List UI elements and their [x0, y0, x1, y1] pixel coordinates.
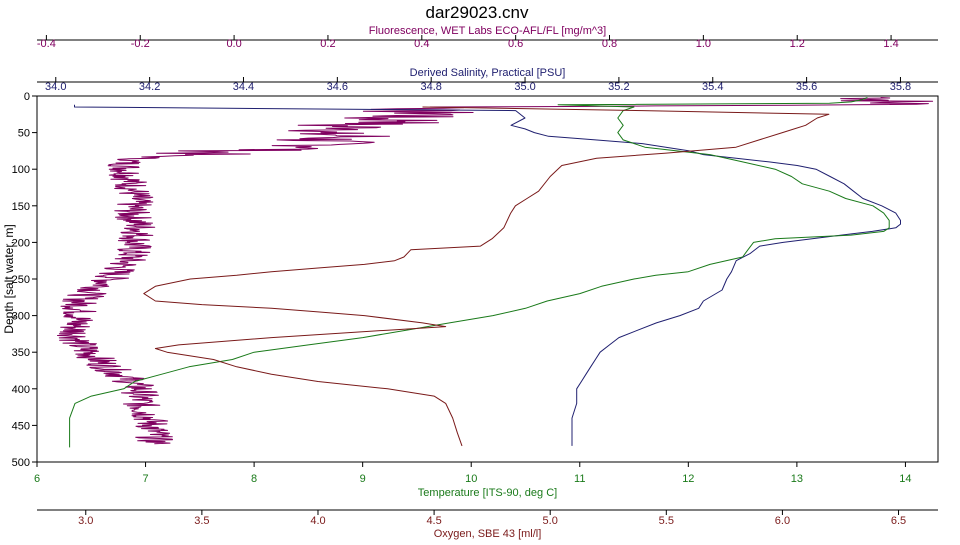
- y-tick-label-5: 250: [12, 274, 30, 286]
- salinity-tick-label-6: 35.2: [608, 81, 629, 93]
- oxygen-tick-label-4: 5.0: [543, 515, 558, 527]
- fluorescence-tick-label-3: 0.2: [320, 38, 335, 50]
- y-axis-label: Depth [salt water, m]: [2, 224, 16, 333]
- salinity-tick-label-2: 34.4: [233, 81, 254, 93]
- salinity-axis-label: Derived Salinity, Practical [PSU]: [410, 67, 566, 79]
- y-tick-label-10: 500: [12, 457, 30, 469]
- temperature-tick-label-3: 9: [360, 473, 366, 485]
- temperature-tick-label-6: 12: [682, 473, 694, 485]
- salinity-tick-label-0: 34.0: [45, 81, 66, 93]
- fluorescence-tick-label-2: 0.0: [226, 38, 241, 50]
- fluorescence-tick-label-9: 1.4: [883, 38, 898, 50]
- fluorescence-axis-label: Fluorescence, WET Labs ECO-AFL/FL [mg/m^…: [369, 25, 606, 37]
- salinity-tick-label-4: 34.8: [420, 81, 441, 93]
- y-tick-label-2: 100: [12, 164, 30, 176]
- y-tick-label-3: 150: [12, 201, 30, 213]
- plot-area: [36, 95, 939, 463]
- oxygen-axis-label: Oxygen, SBE 43 [ml/l]: [434, 528, 542, 540]
- oxygen-tick-label-1: 3.5: [194, 515, 209, 527]
- salinity-tick-label-1: 34.2: [139, 81, 160, 93]
- temperature-tick-label-5: 11: [574, 473, 585, 485]
- temperature-tick-label-7: 13: [791, 473, 803, 485]
- chart-title: dar29023.cnv: [425, 3, 529, 22]
- temperature-tick-label-4: 10: [465, 473, 477, 485]
- oxygen-tick-label-0: 3.0: [78, 515, 93, 527]
- axes-layer: 0 50 100 150 200 250 300 350 400 450 500 Depth [sal…: [2, 25, 938, 540]
- salinity-tick-label-5: 35.0: [514, 81, 535, 93]
- fluorescence-tick-label-7: 1.0: [696, 38, 711, 50]
- temperature-series-line: [69, 97, 890, 448]
- y-tick-label-9: 450: [12, 420, 30, 432]
- y-tick-label-4: 200: [12, 237, 30, 249]
- temperature-tick-label-0: 6: [34, 473, 40, 485]
- salinity-tick-label-9: 35.8: [890, 81, 911, 93]
- temperature-tick-label-8: 14: [899, 473, 911, 485]
- oxygen-tick-label-7: 6.5: [891, 515, 906, 527]
- y-tick-label-6: 300: [12, 311, 30, 323]
- series-layer: [57, 97, 934, 448]
- oxygen-tick-label-3: 4.5: [426, 515, 441, 527]
- y-tick-label-8: 400: [12, 384, 30, 396]
- salinity-tick-label-3: 34.6: [327, 81, 348, 93]
- fluorescence-tick-label-5: 0.6: [508, 38, 523, 50]
- temperature-tick-label-2: 8: [251, 473, 257, 485]
- temperature-tick-label-1: 7: [142, 473, 148, 485]
- oxygen-series-line: [143, 106, 830, 447]
- temperature-axis-label: Temperature [ITS-90, deg C]: [418, 487, 557, 499]
- fluorescence-tick-label-4: 0.4: [414, 38, 429, 50]
- y-tick-label-0: 0: [24, 91, 30, 103]
- fluorescence-tick-label-6: 0.8: [602, 38, 617, 50]
- oxygen-tick-label-2: 4.0: [310, 515, 325, 527]
- salinity-tick-label-7: 35.4: [702, 81, 723, 93]
- salinity-tick-label-8: 35.6: [796, 81, 817, 93]
- oxygen-tick-label-5: 5.5: [659, 515, 674, 527]
- y-tick-label-7: 350: [12, 347, 30, 359]
- oxygen-tick-label-6: 6.0: [775, 515, 790, 527]
- y-tick-label-1: 50: [18, 128, 30, 140]
- fluorescence-series-line: [57, 97, 934, 445]
- fluorescence-tick-label-8: 1.2: [790, 38, 805, 50]
- salinity-series-line: [74, 104, 901, 446]
- fluorescence-tick-label-1: -0.2: [131, 38, 150, 50]
- fluorescence-tick-label-0: -0.4: [37, 38, 56, 50]
